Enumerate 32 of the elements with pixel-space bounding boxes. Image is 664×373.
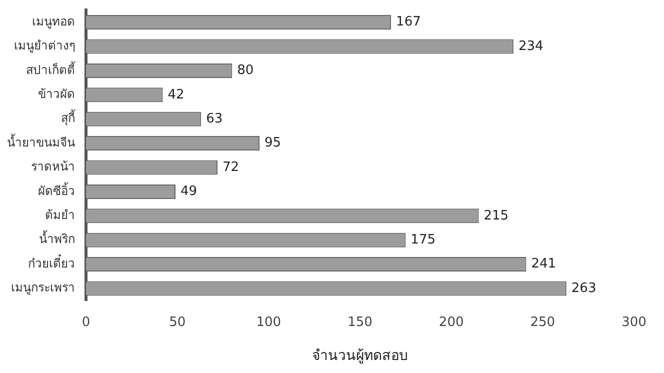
data-label: 80	[237, 63, 254, 78]
y-tick-label: ต้มยำ	[45, 208, 75, 222]
data-label: 175	[410, 232, 436, 248]
y-tick-label: น้ำพริก	[39, 230, 75, 246]
data-label: 215	[484, 208, 509, 224]
data-label: 63	[206, 111, 223, 126]
x-tick-label: 200	[438, 314, 464, 330]
y-tick-label: เมนูยำต่างๆ	[14, 38, 75, 54]
x-tick-label: 0	[82, 314, 90, 330]
y-tick-label: ราดหน้า	[31, 160, 75, 174]
y-tick-label: สปาเก็ตตี้	[26, 60, 76, 77]
y-tick-label: ผัดซีอิ้ว	[38, 182, 75, 198]
data-label: 49	[180, 184, 198, 200]
data-label: 72	[222, 160, 240, 175]
y-tick-label: ข้าวผัด	[38, 87, 75, 102]
x-tick-label: 150	[348, 314, 372, 330]
y-tick-label: ก๋วยเตี๋ยว	[28, 253, 75, 270]
x-axis-title: จำนวนผู้ทดสอบ	[312, 348, 408, 364]
x-tick-label: 50	[169, 314, 186, 330]
y-tick-label: เมนูทอด	[32, 14, 75, 30]
y-tick-label: สุกี้	[61, 109, 76, 126]
data-label: 234	[518, 38, 544, 54]
data-label: 42	[168, 87, 184, 102]
y-tick-label: เมนูกระเพรา	[11, 280, 75, 296]
x-tick-label: 300	[622, 314, 646, 330]
data-label: 167	[396, 14, 421, 30]
data-label: 263	[571, 280, 596, 296]
x-tick-label: 100	[256, 314, 282, 330]
data-label: 241	[531, 256, 556, 272]
data-label: 95	[264, 136, 282, 151]
x-tick-label: 250	[530, 314, 556, 330]
y-tick-label: น้ำยาขนมจีน	[7, 133, 75, 150]
